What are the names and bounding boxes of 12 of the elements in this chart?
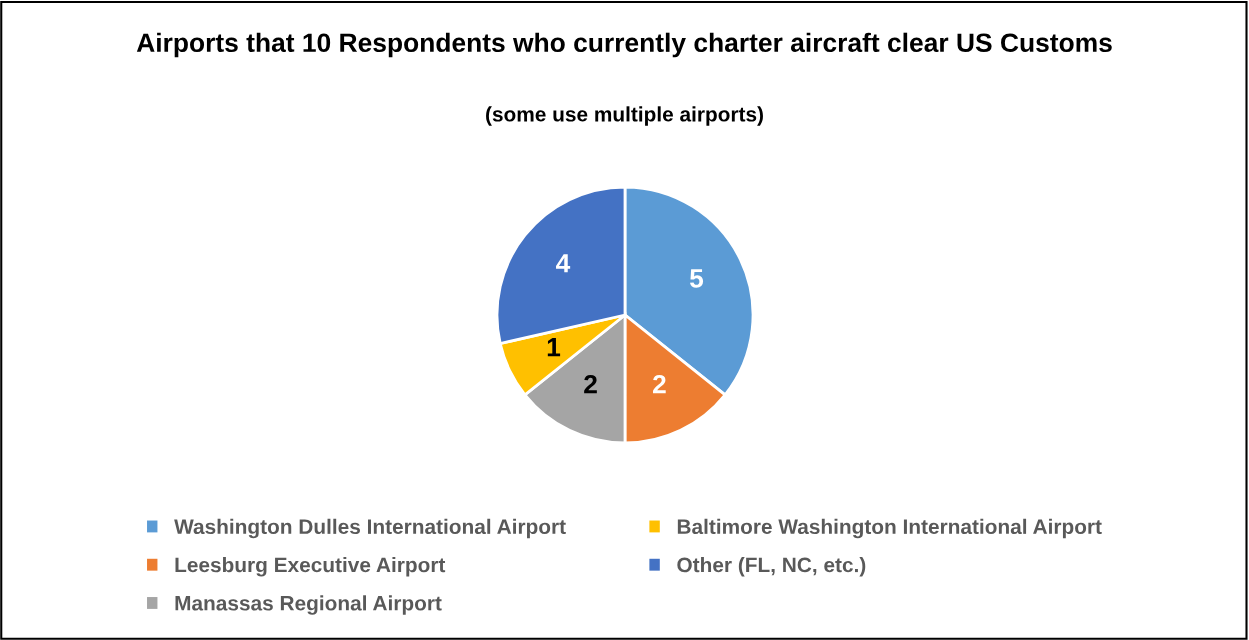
data-label: 5	[689, 269, 704, 288]
legend-label: Baltimore Washington International Airport	[677, 518, 1102, 539]
legend-label: Washington Dulles International Airport	[174, 518, 566, 539]
data-label: 1	[547, 338, 561, 357]
legend-label: Other (FL, NC, etc.)	[677, 557, 866, 577]
chart-title: Airports that 10 Respondents who currently charter aircraft clear US Customs	[136, 32, 1112, 58]
data-label: 2	[584, 374, 597, 394]
data-label: 2	[653, 374, 666, 394]
legend-label: Manassas Regional Airport	[175, 595, 442, 615]
chart-subtitle: (some use multiple airports)	[486, 106, 763, 126]
data-label: 4	[556, 254, 571, 273]
legend-label: Leesburg Executive Airport	[175, 557, 446, 577]
